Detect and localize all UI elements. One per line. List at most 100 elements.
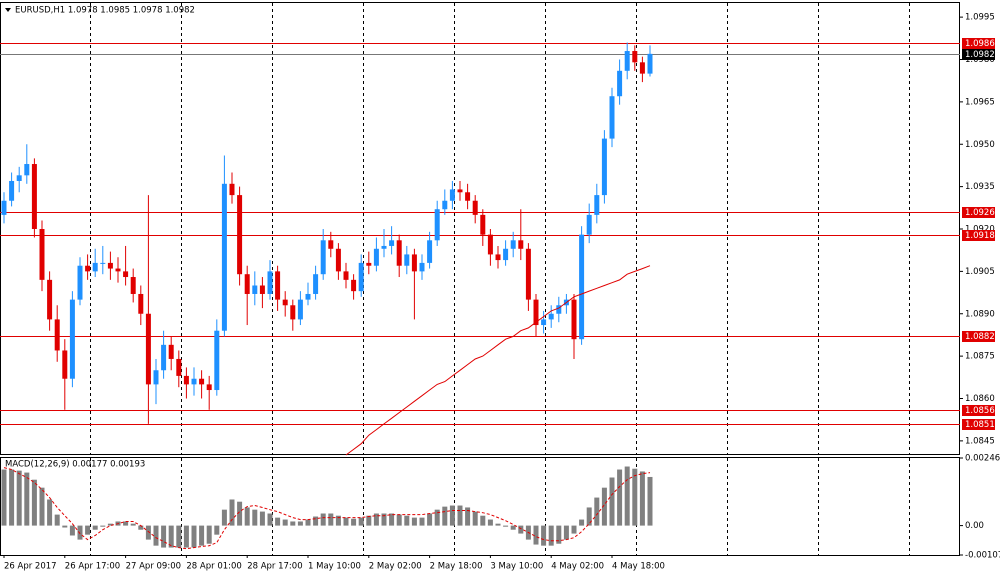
price-level-label: 1.0918	[965, 231, 995, 241]
candle-body	[47, 279, 53, 320]
candle-body	[1, 200, 7, 215]
y-tick-label: 1.0860	[965, 394, 995, 404]
macd-bar	[503, 525, 509, 527]
price-level-tag	[962, 38, 995, 49]
macd-bar	[290, 521, 296, 526]
macd-bar	[221, 509, 227, 526]
candle-body	[480, 214, 486, 235]
y-tick-label: 1.0905	[965, 267, 995, 277]
macd-bar	[328, 513, 334, 526]
price-pane	[0, 2, 960, 455]
candle-body	[457, 189, 463, 193]
macd-bar	[639, 471, 645, 526]
candle-body	[320, 240, 326, 275]
macd-bar	[351, 518, 357, 526]
x-tick-label: 4 May 18:00	[612, 562, 665, 572]
macd-bar	[100, 525, 106, 527]
candle-body	[313, 274, 319, 294]
candle-body	[62, 350, 68, 379]
macd-bar	[556, 525, 562, 544]
macd-bar	[9, 469, 15, 526]
candle-body	[510, 240, 516, 249]
macd-bar	[92, 525, 98, 530]
macd-bar	[449, 505, 455, 526]
macd-bar	[191, 525, 197, 548]
macd-signal	[3, 467, 651, 550]
macd-bar	[267, 513, 273, 526]
candle-body	[85, 265, 91, 272]
candle-body	[191, 378, 197, 385]
y-tick-label: 1.0920	[965, 225, 995, 235]
candle-body	[244, 274, 250, 294]
candle-body	[579, 234, 585, 340]
macd-bar	[138, 525, 144, 530]
macd-bar	[442, 506, 448, 526]
candle-body	[161, 344, 167, 371]
candle-body	[153, 370, 159, 385]
x-tick-label: 3 May 10:00	[490, 562, 543, 572]
macd-bar	[1, 469, 7, 526]
macd-bar	[457, 505, 463, 526]
y-tick-label: 1.0950	[965, 140, 995, 150]
macd-bar	[480, 515, 486, 526]
macd-bar	[259, 511, 265, 526]
macd-bar	[229, 499, 235, 526]
macd-bar	[358, 517, 364, 526]
macd-bar	[419, 517, 425, 526]
macd-bar	[617, 469, 623, 526]
candle-body	[639, 62, 645, 74]
candle-body	[533, 299, 539, 326]
macd-bar	[594, 497, 600, 526]
macd-bar	[153, 525, 159, 546]
candle-body	[541, 319, 547, 326]
candle-body	[168, 344, 174, 359]
candle-body	[92, 262, 98, 272]
macd-bar	[145, 525, 151, 540]
candle-body	[237, 195, 243, 275]
macd-bar	[343, 517, 349, 526]
macd-bar	[335, 515, 341, 526]
candle-body	[16, 175, 22, 181]
price-level-label: 1.0851	[965, 420, 995, 430]
candle-body	[404, 254, 410, 266]
macd-bar	[579, 519, 585, 526]
macd-bar	[548, 525, 554, 546]
macd-bar	[396, 514, 402, 526]
candle-body	[335, 248, 341, 272]
macd-bar	[571, 525, 577, 534]
macd-bar	[533, 525, 539, 545]
candle-body	[259, 285, 265, 294]
candle-body	[229, 183, 235, 196]
candle-body	[419, 262, 425, 272]
candle-body	[328, 240, 334, 249]
macd-bar	[237, 501, 243, 526]
macd-bar	[54, 514, 60, 526]
candle-body	[571, 299, 577, 340]
macd-bar	[168, 525, 174, 548]
candle-body	[290, 305, 296, 320]
macd-bar	[24, 472, 30, 526]
candle-body	[31, 164, 37, 229]
candle-body	[381, 245, 387, 249]
x-tick-label: 2 May 18:00	[430, 562, 483, 572]
y-tick-label: 1.0875	[965, 352, 995, 362]
candle-body	[100, 262, 106, 264]
macd-bar	[244, 507, 250, 526]
candle-body	[130, 277, 136, 294]
candle-body	[252, 285, 258, 294]
candle-body	[206, 384, 212, 391]
macd-bar	[183, 525, 189, 548]
symbol-menu-icon[interactable]	[5, 8, 11, 12]
x-tick-label: 26 Apr 17:00	[65, 562, 120, 572]
macd-bar	[586, 507, 592, 526]
macd-bar	[601, 487, 607, 526]
candle-body	[594, 195, 600, 215]
candle-body	[503, 248, 509, 261]
candle-body	[77, 265, 83, 300]
y-tick-label: 1.0995	[965, 13, 995, 23]
price-level-tag	[962, 419, 995, 430]
macd-bar	[275, 517, 281, 526]
macd-bar	[199, 525, 205, 546]
candle-body	[282, 299, 288, 306]
